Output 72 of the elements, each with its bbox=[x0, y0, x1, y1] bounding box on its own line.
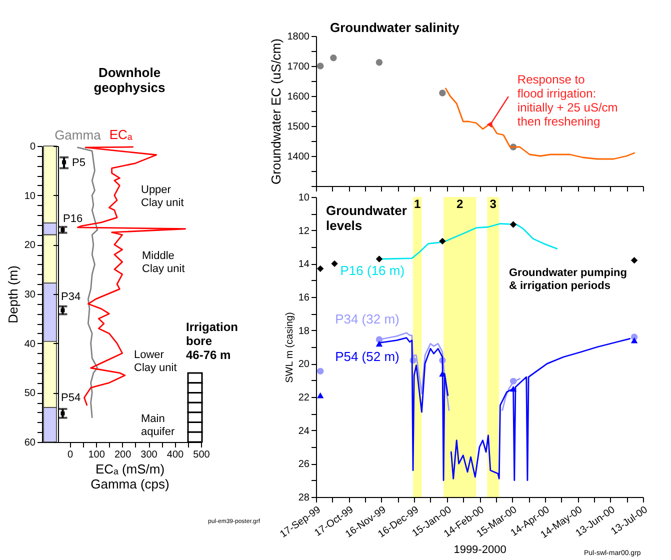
point bbox=[376, 59, 383, 66]
y-tick-label: 10 bbox=[24, 190, 36, 202]
x-tick-label: 300 bbox=[140, 450, 158, 460]
y-axis-title: SWL m (casing) bbox=[284, 312, 296, 383]
y-tick-label: 12 bbox=[298, 226, 310, 237]
y-tick-label: 30 bbox=[24, 290, 36, 300]
y-tick-label: 50 bbox=[24, 388, 36, 400]
point bbox=[439, 370, 446, 377]
y-axis-title: Groundwater EC (uS/cm) bbox=[268, 38, 284, 184]
y-tick-label: 20 bbox=[24, 240, 36, 252]
text: Groundwater levels bbox=[326, 203, 407, 233]
point bbox=[317, 265, 324, 272]
series-label: P34 (32 m) bbox=[335, 312, 400, 326]
y-tick-label: 1500 bbox=[287, 122, 310, 132]
annotation: Middle Clay unit bbox=[142, 250, 185, 275]
chart-title: Groundwater salinity bbox=[330, 20, 460, 35]
annotation: Response to flood irrigation: initially + 25 uS/cm then freshening bbox=[517, 72, 618, 128]
point bbox=[510, 386, 517, 392]
y-tick-label: 60 bbox=[24, 438, 36, 448]
point bbox=[510, 378, 517, 385]
point bbox=[376, 340, 383, 347]
y-tick-label: 20 bbox=[298, 359, 310, 370]
y-tick-label: 1800 bbox=[287, 32, 310, 42]
y-tick-label: 16 bbox=[298, 292, 310, 304]
point bbox=[439, 238, 446, 245]
band-label: 3 bbox=[490, 197, 497, 211]
y-tick-label: 40 bbox=[24, 338, 36, 350]
y-tick-label: 26 bbox=[298, 459, 310, 470]
annotation: P54 bbox=[61, 392, 81, 404]
point bbox=[376, 256, 383, 262]
series-label: P54 (52 m) bbox=[335, 348, 400, 364]
point bbox=[510, 221, 517, 228]
x-axis-title: ECₐ (mS/m) Gamma (cps) bbox=[90, 462, 170, 492]
x-tick-label: 200 bbox=[114, 450, 132, 460]
y-axis-title: Depth (m) bbox=[5, 266, 20, 324]
chart-title: Downhole geophysics bbox=[94, 64, 166, 95]
x-tick-label: 500 bbox=[193, 450, 210, 460]
y-tick-label: 1600 bbox=[287, 92, 310, 102]
point bbox=[439, 90, 446, 96]
series-label: Gamma bbox=[54, 127, 102, 142]
band-label: 1 bbox=[414, 197, 422, 211]
annotation: P5 bbox=[72, 157, 86, 169]
annotation: Main aquifer bbox=[141, 413, 175, 438]
y-tick-label: 22 bbox=[298, 392, 310, 404]
point bbox=[330, 54, 337, 62]
x-tick-label: 400 bbox=[166, 450, 184, 460]
point bbox=[317, 368, 324, 375]
point bbox=[630, 256, 638, 264]
y-tick-label: 1700 bbox=[287, 62, 310, 72]
y-tick-label: 10 bbox=[298, 192, 310, 204]
y-tick-label: 1400 bbox=[287, 152, 310, 162]
y-tick-label: 0 bbox=[30, 142, 36, 152]
y-tick-label: 28 bbox=[298, 492, 310, 504]
annotation: P34 bbox=[61, 291, 81, 303]
y-tick-label: 18 bbox=[298, 326, 310, 337]
y-tick-label: 24 bbox=[298, 426, 310, 437]
series-label: P16 (16 m) bbox=[340, 263, 405, 278]
y-tick-label: 14 bbox=[298, 259, 310, 270]
x-tick-label: 100 bbox=[88, 450, 106, 460]
annotation: Upper Clay unit bbox=[141, 184, 184, 209]
x-axis-title: 1999-2000 bbox=[454, 544, 506, 556]
point bbox=[331, 260, 338, 268]
annotation: Lower Clay unit bbox=[134, 349, 177, 374]
annotation: P16 bbox=[63, 213, 83, 225]
x-tick-label: 0 bbox=[68, 450, 74, 460]
point bbox=[317, 62, 324, 70]
point bbox=[630, 337, 638, 344]
point bbox=[317, 392, 324, 398]
annotation: Groundwater pumping & irrigation periods bbox=[509, 267, 627, 292]
series-label: ECₐ bbox=[109, 126, 132, 142]
band-label: 2 bbox=[456, 197, 464, 211]
annotation: Irrigation bore 46-76 m bbox=[186, 320, 238, 362]
